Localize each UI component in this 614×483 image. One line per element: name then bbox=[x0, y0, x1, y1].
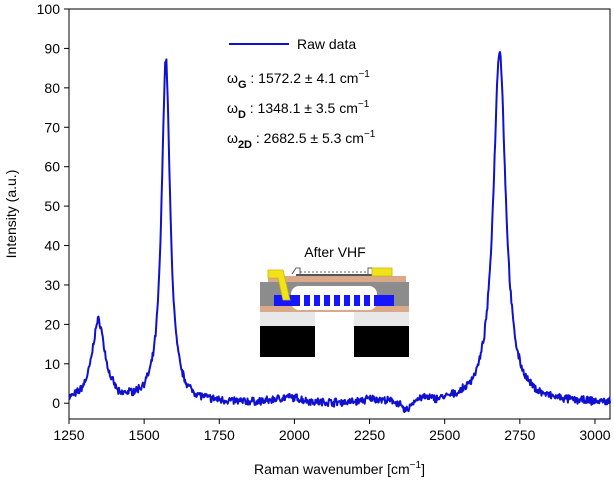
y-tick-label: 10 bbox=[44, 356, 60, 372]
top-membrane bbox=[268, 276, 406, 282]
blue-finger bbox=[334, 295, 340, 306]
blue-finger bbox=[294, 295, 300, 306]
x-tick-label: 2500 bbox=[429, 427, 460, 443]
y-tick-label: 60 bbox=[44, 159, 60, 175]
y-tick-label: 100 bbox=[37, 1, 61, 17]
x-tick-label: 1750 bbox=[204, 427, 235, 443]
step-right bbox=[367, 267, 372, 274]
peak-annotations: ωG : 1572.2 ± 4.1 cm−1 ωD : 1348.1 ± 3.5 … bbox=[227, 69, 376, 151]
x-tick-label: 3000 bbox=[579, 427, 610, 443]
gold-contact-right bbox=[371, 267, 393, 277]
x-tick-label: 1500 bbox=[129, 427, 160, 443]
blue-finger bbox=[364, 295, 370, 306]
blue-electrode-left bbox=[274, 295, 294, 306]
series-line-raw-data bbox=[68, 51, 611, 413]
cavity-bottom bbox=[315, 312, 354, 326]
x-tick-label: 2250 bbox=[354, 427, 385, 443]
peak-annotation: ωG : 1572.2 ± 4.1 cm−1 bbox=[227, 69, 370, 91]
y-tick-label: 40 bbox=[44, 238, 60, 254]
peak-annotation: ωD : 1348.1 ± 3.5 cm−1 bbox=[227, 99, 370, 121]
suspended-layer bbox=[296, 274, 372, 276]
x-tick-label: 2000 bbox=[279, 427, 310, 443]
device-schematic-inset: After VHF bbox=[260, 244, 409, 357]
substrate-right bbox=[354, 326, 409, 357]
plot-area: 1250 1500 1750 2000 2250 2500 2750 3000 0 10 20 30… bbox=[37, 1, 611, 443]
blue-finger bbox=[324, 295, 330, 306]
x-axis-ticks: 1250 1500 1750 2000 2250 2500 2750 3000 bbox=[53, 419, 611, 443]
step-left bbox=[291, 267, 301, 275]
y-axis-ticks: 0 10 20 30 40 50 60 70 80 90 100 bbox=[37, 1, 69, 411]
y-tick-label: 80 bbox=[44, 80, 60, 96]
gold-contact-left bbox=[267, 269, 291, 301]
legend: Raw data bbox=[229, 36, 356, 52]
y-tick-label: 30 bbox=[44, 277, 60, 293]
y-tick-label: 70 bbox=[44, 119, 60, 135]
device-cross-section-diagram bbox=[260, 267, 409, 357]
y-tick-label: 20 bbox=[44, 316, 60, 332]
legend-label-raw-data: Raw data bbox=[297, 36, 356, 52]
x-tick-label: 2750 bbox=[504, 427, 535, 443]
x-tick-label: 1250 bbox=[53, 427, 84, 443]
y-axis-label: Intensity (a.u.) bbox=[3, 170, 19, 259]
x-axis-label: Raman wavenumber [cm−1] bbox=[254, 460, 425, 477]
blue-finger bbox=[304, 295, 310, 306]
y-tick-label: 50 bbox=[44, 198, 60, 214]
y-tick-label: 0 bbox=[52, 395, 60, 411]
peak-annotation: ω2D : 2682.5 ± 5.3 cm−1 bbox=[227, 129, 376, 151]
plot-frame bbox=[68, 8, 611, 420]
substrate-left bbox=[260, 326, 315, 357]
blue-finger bbox=[354, 295, 360, 306]
y-tick-label: 90 bbox=[44, 40, 60, 56]
blue-finger bbox=[344, 295, 350, 306]
blue-electrode-right bbox=[374, 295, 394, 306]
inset-title: After VHF bbox=[304, 244, 365, 260]
blue-finger bbox=[314, 295, 320, 306]
